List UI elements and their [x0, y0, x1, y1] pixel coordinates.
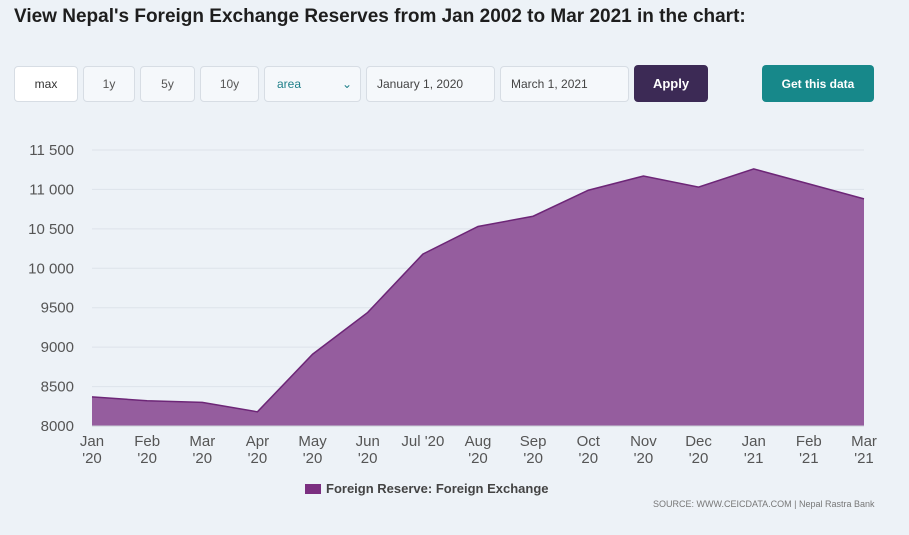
x-tick-label: '20 [523, 450, 543, 467]
x-tick-label: Jun [356, 433, 380, 450]
apply-button[interactable]: Apply [634, 65, 708, 102]
range-1y-button[interactable]: 1y [83, 66, 135, 102]
x-tick-label: Jul '20 [401, 433, 444, 450]
x-tick-label: Sep [520, 433, 547, 450]
x-tick-label: '21 [799, 450, 819, 467]
page-title: View Nepal's Foreign Exchange Reserves f… [14, 6, 746, 27]
data-point[interactable] [255, 410, 259, 414]
x-tick-label: Mar [189, 433, 215, 450]
y-tick-label: 9000 [41, 339, 74, 356]
series-area[interactable] [92, 168, 864, 426]
x-tick-label: Nov [630, 433, 657, 450]
data-point[interactable] [531, 214, 535, 218]
y-tick-label: 8500 [41, 379, 74, 396]
y-tick-label: 10 500 [28, 221, 74, 238]
x-tick-label: Feb [134, 433, 160, 450]
data-point[interactable] [862, 197, 866, 201]
range-max-button[interactable]: max [14, 66, 78, 102]
end-date-input[interactable]: March 1, 2021 [500, 66, 629, 102]
legend-label: Foreign Reserve: Foreign Exchange [326, 481, 549, 496]
x-tick-label: Dec [685, 433, 712, 450]
x-tick-label: Oct [577, 433, 601, 450]
x-tick-label: Jan [80, 433, 104, 450]
y-tick-label: 11 000 [29, 181, 74, 198]
x-tick-label: Apr [246, 433, 269, 450]
range-5y-button[interactable]: 5y [140, 66, 195, 102]
chevron-down-icon: ⌄ [341, 77, 352, 91]
data-point[interactable] [752, 167, 756, 171]
data-point[interactable] [421, 252, 425, 256]
x-tick-label: '20 [689, 450, 709, 467]
chart-type-value: area [277, 77, 302, 91]
data-point[interactable] [200, 400, 204, 404]
x-tick-label: Aug [465, 433, 492, 450]
series-line [91, 168, 865, 413]
start-date-input[interactable]: January 1, 2020 [366, 66, 495, 102]
chart-legend[interactable]: Foreign Reserve: Foreign Exchange [305, 481, 549, 496]
data-point[interactable] [807, 182, 811, 186]
x-tick-label: Jan [742, 433, 766, 450]
y-tick-label: 8000 [41, 418, 74, 435]
data-point[interactable] [145, 399, 149, 403]
x-tick-label: '20 [303, 450, 323, 467]
data-point[interactable] [90, 395, 94, 399]
legend-swatch [305, 483, 321, 494]
data-point[interactable] [476, 224, 480, 228]
x-tick-label: '20 [248, 450, 268, 467]
data-point[interactable] [586, 188, 590, 192]
source-note: SOURCE: WWW.CEICDATA.COM | Nepal Rastra … [653, 499, 875, 509]
data-point[interactable] [697, 185, 701, 189]
x-tick-label: '20 [579, 450, 599, 467]
x-tick-label: '20 [82, 450, 102, 467]
range-10y-button[interactable]: 10y [200, 66, 259, 102]
data-point[interactable] [641, 174, 645, 178]
x-tick-label: May [298, 433, 327, 450]
area-chart: 8000 8500 9000 9500 10 000 10 500 11 000 11 500… [28, 142, 877, 467]
x-tick-label: '20 [358, 450, 378, 467]
data-point[interactable] [311, 352, 315, 356]
x-tick-label: '20 [468, 450, 488, 467]
get-this-data-button[interactable]: Get this data [762, 65, 874, 102]
x-tick-label: '21 [744, 450, 764, 467]
x-tick-label: '20 [193, 450, 213, 467]
y-tick-label: 11 500 [29, 142, 74, 159]
data-point[interactable] [366, 310, 370, 314]
x-tick-label: Feb [796, 433, 822, 450]
x-tick-label: '20 [634, 450, 654, 467]
y-tick-label: 10 000 [28, 260, 74, 277]
y-tick-label: 9500 [41, 300, 74, 317]
x-tick-label: Mar [851, 433, 877, 450]
chart-type-select[interactable]: area ⌄ [264, 66, 361, 102]
x-tick-label: '20 [137, 450, 157, 467]
x-tick-label: '21 [854, 450, 874, 467]
